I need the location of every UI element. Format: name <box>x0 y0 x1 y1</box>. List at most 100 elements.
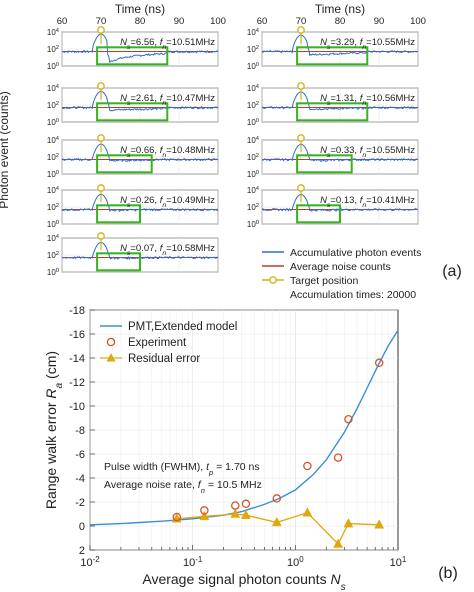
y-tick-label: 104 <box>47 136 60 145</box>
y-tick-label: 104 <box>47 186 60 195</box>
model-curve <box>89 330 399 526</box>
y-tick-label: 100 <box>247 118 259 127</box>
y-axis-title: Range walk error Ra (cm) <box>43 351 65 509</box>
photon-panel: 100 102 104 Ns=0.26, fn=10.49MHz <box>47 184 219 229</box>
photon-event-curve <box>61 33 219 64</box>
y-tick-label: 104 <box>47 234 60 243</box>
chart-b-annotations: Pulse width (FWHM), tp = 1.70 ns Average … <box>104 461 262 495</box>
legend-label: Residual error <box>128 353 200 365</box>
experiment-point <box>333 453 343 462</box>
time-axis-title: Time (ns) <box>115 2 165 16</box>
legend-marker <box>106 353 116 362</box>
y-tick-label: 100 <box>47 268 59 277</box>
y-tick-label: -8 <box>75 425 85 437</box>
y-tick-label: -12 <box>69 377 85 389</box>
chart-b-grid <box>89 309 398 551</box>
photon-panel: 100 102 104 Ns=6.56, fn=10.51MHz <box>47 26 219 71</box>
legend-label: PMT,Extended model <box>128 321 237 333</box>
y-tick-label: 102 <box>47 101 59 110</box>
photon-event-curve <box>61 143 219 163</box>
photon-panel: 100 102 104 Ns=3.29, fn=10.55MHz <box>247 26 419 71</box>
residual-point <box>374 519 385 529</box>
time-window-box <box>96 252 141 272</box>
time-tick-label: 60 <box>57 16 68 27</box>
time-tick-label: 70 <box>296 16 307 27</box>
y-tick-label: 102 <box>247 203 259 212</box>
y-tick-label: 102 <box>247 45 259 54</box>
y-tick-label: 104 <box>247 136 260 145</box>
x-axis-title: Average signal photon counts Ns <box>142 571 345 592</box>
y-tick-label: 100 <box>47 170 59 179</box>
chart-b-x-label: Average signal photon counts Ns <box>142 571 345 592</box>
y-tick-label: 102 <box>47 153 59 162</box>
time-window-box <box>96 46 169 66</box>
y-tick-label: 102 <box>47 251 59 260</box>
y-tick-label: -16 <box>69 329 85 341</box>
photon-event-curve <box>261 91 419 111</box>
y-tick-label: 102 <box>47 203 59 212</box>
experiment-point <box>303 461 312 471</box>
accumulation-note: Accumulation times: 20000 <box>290 289 416 301</box>
chart-b-ticks: 10-2 10-1 100 101 2 0 -2 -4 -6 -8 -10 -12 -14 -16 -18 <box>69 305 407 569</box>
y-tick-label: 2 <box>79 545 85 557</box>
top-time-axes: 60 70 80 90 100 Time (ns) 60 70 80 90 100 Time (ns) <box>57 2 426 27</box>
y-tick-label: 100 <box>47 62 59 71</box>
y-tick-label: 104 <box>247 186 260 195</box>
target-position-marker <box>297 134 305 142</box>
chart-a-legend: Accumulative photon events Average noise … <box>262 247 421 301</box>
time-axis-title: Time (ns) <box>315 2 365 16</box>
photon-event-curve <box>61 90 219 112</box>
panel-label: Ns=0.26, fn=10.49MHz <box>120 195 215 209</box>
residual-point <box>333 538 344 548</box>
time-tick-label: 100 <box>210 16 226 27</box>
time-tick-label: 100 <box>410 16 426 27</box>
y-tick-label: 104 <box>247 84 260 93</box>
experiment-point <box>272 494 282 503</box>
y-tick-label: 100 <box>247 170 259 179</box>
photon-panel: 100 102 104 Ns=0.07, fn=10.58MHz <box>47 232 219 277</box>
y-tick-label: 100 <box>47 118 59 127</box>
panel-label: Ns=1.31, fn=10.56MHz <box>320 93 415 107</box>
panel-label: Ns=0.07, fn=10.58MHz <box>120 243 215 257</box>
panel-label: Ns=0.33, fn=10.55MHz <box>320 145 415 159</box>
target-position-marker <box>297 184 305 192</box>
time-window-box <box>296 46 369 66</box>
legend-label: Average noise counts <box>290 261 391 273</box>
panel-label: Ns=2.61, fn=10.47MHz <box>120 93 215 107</box>
chart-a-photon-events: 60 70 80 90 100 Time (ns) 60 70 80 90 100 Time (ns)… <box>0 2 462 301</box>
photon-panel: 100 102 104 Ns=0.13, fn=10.41MHz <box>247 184 419 229</box>
x-tick-label: 10-2 <box>80 555 99 570</box>
panel-label: Ns=0.13, fn=10.41MHz <box>320 195 415 209</box>
residual-point <box>199 510 210 521</box>
y-tick-label: 100 <box>47 220 59 229</box>
photon-panels: 100 102 104 Ns=6.56, fn=10.51MHz 100 102 104 Ns… <box>47 26 419 277</box>
x-tick-label: 101 <box>390 555 407 570</box>
target-position-marker <box>297 26 305 34</box>
photon-panel: 100 102 104 Ns=0.66, fn=10.48MHz <box>47 134 219 179</box>
time-tick-label: 70 <box>96 16 107 27</box>
x-tick-label: 10-1 <box>183 555 203 570</box>
x-tick-label: 100 <box>287 555 304 570</box>
experiment-point <box>374 358 384 368</box>
y-tick-label: 102 <box>247 153 259 162</box>
y-tick-label: 104 <box>47 28 60 37</box>
residual-point <box>230 508 241 518</box>
photon-panel: 100 102 104 Ns=0.33, fn=10.55MHz <box>247 134 419 179</box>
experiment-point <box>200 506 209 515</box>
time-tick-label: 80 <box>135 16 146 27</box>
y-tick-label: 104 <box>47 84 60 93</box>
y-tick-label: 100 <box>247 62 259 71</box>
chart-b-series <box>89 330 399 548</box>
y-tick-label: -4 <box>75 473 85 485</box>
legend-label: Target position <box>290 275 358 287</box>
time-window-box <box>296 102 369 122</box>
target-position-marker <box>97 134 105 142</box>
y-tick-label: 102 <box>247 101 259 110</box>
legend-label: Accumulative photon events <box>290 247 421 259</box>
photon-event-curve <box>262 143 419 162</box>
target-position-marker <box>97 184 105 192</box>
time-tick-label: 60 <box>257 16 268 27</box>
y-tick-label: -2 <box>75 497 85 509</box>
chart-b-legend: PMT,Extended model Experiment Residual err… <box>100 321 237 365</box>
y-tick-label: 0 <box>79 521 85 533</box>
